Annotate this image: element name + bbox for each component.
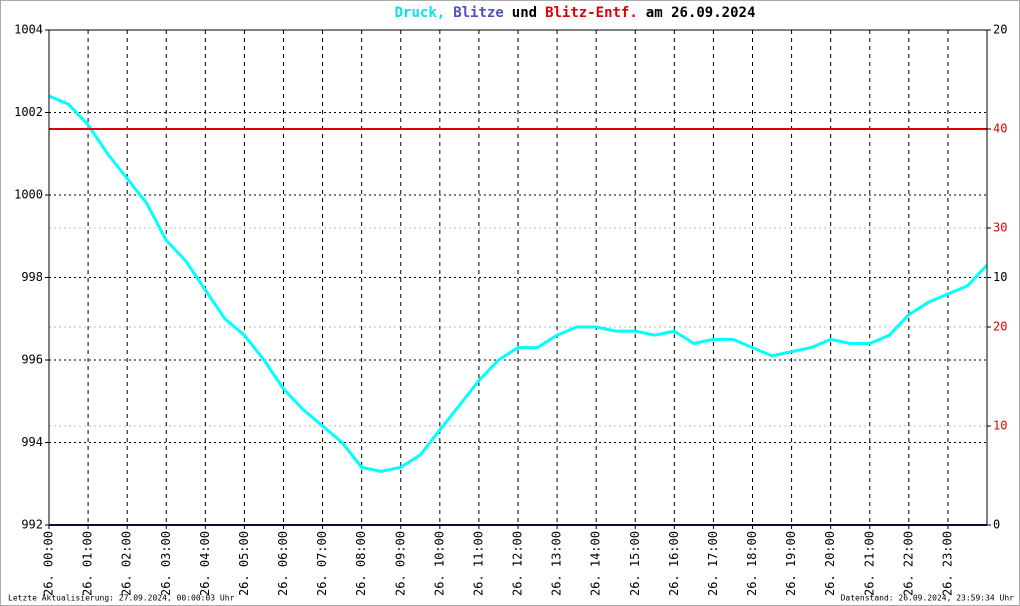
x-tick-label: 26. 01:00 (81, 531, 95, 596)
x-tick-label: 26. 11:00 (471, 531, 485, 596)
x-tick-label: 26. 15:00 (628, 531, 642, 596)
y-tick-label: 1004 (14, 23, 43, 37)
y3-tick-label: 10 (993, 419, 1007, 433)
x-tick-label: 26. 14:00 (589, 531, 603, 596)
title-part: Blitz-Entf. (545, 5, 638, 21)
chart-title: Druck, Blitze und Blitz-Entf. am 26.09.2024 (395, 5, 756, 21)
y3-tick-label: 30 (993, 221, 1007, 235)
y2-tick-label: 0 (993, 518, 1000, 532)
y-tick-label: 992 (21, 518, 43, 532)
footer-right: Datenstand: 26.09.2024, 23:59:34 Uhr (841, 594, 1015, 603)
footer-left: Letzte Aktualisierung: 27.09.2024, 00:00… (8, 594, 235, 603)
x-tick-label: 26. 21:00 (862, 531, 876, 596)
y-tick-label: 1000 (14, 188, 43, 202)
y-tick-label: 996 (21, 353, 43, 367)
x-tick-label: 26. 02:00 (120, 531, 134, 596)
x-tick-label: 26. 10:00 (432, 531, 446, 596)
axis-frame (48, 29, 988, 526)
x-tick-label: 26. 05:00 (237, 531, 251, 596)
y-tick-label: 994 (21, 435, 43, 449)
x-tick-label: 26. 00:00 (42, 531, 56, 596)
x-tick-label: 26. 03:00 (159, 531, 173, 596)
x-tick-label: 26. 04:00 (198, 531, 212, 596)
title-part: und (512, 5, 537, 21)
y3-tick-label: 20 (993, 320, 1007, 334)
x-tick-label: 26. 18:00 (745, 531, 759, 596)
title-part: Blitze (453, 5, 504, 21)
x-tick-label: 26. 09:00 (393, 531, 407, 596)
x-tick-label: 26. 20:00 (823, 531, 837, 596)
x-tick-label: 26. 17:00 (706, 531, 720, 596)
x-tick-label: 26. 13:00 (550, 531, 564, 596)
y3-tick-label: 40 (993, 122, 1007, 136)
x-tick-label: 26. 08:00 (354, 531, 368, 596)
y2-tick-label: 10 (993, 270, 1007, 284)
y-tick-label: 1002 (14, 105, 43, 119)
data-line (48, 94, 989, 473)
y2-tick-label: 20 (993, 23, 1007, 37)
title-part: Druck, (395, 5, 446, 21)
x-tick-label: 26. 22:00 (901, 531, 915, 596)
x-tick-label: 26. 06:00 (276, 531, 290, 596)
x-tick-label: 26. 23:00 (940, 531, 954, 596)
x-tick-label: 26. 12:00 (511, 531, 525, 596)
title-part: am 26.09.2024 (646, 5, 756, 21)
x-tick-label: 26. 19:00 (784, 531, 798, 596)
x-tick-label: 26. 07:00 (315, 531, 329, 596)
x-tick-label: 26. 16:00 (667, 531, 681, 596)
y-tick-label: 998 (21, 270, 43, 284)
